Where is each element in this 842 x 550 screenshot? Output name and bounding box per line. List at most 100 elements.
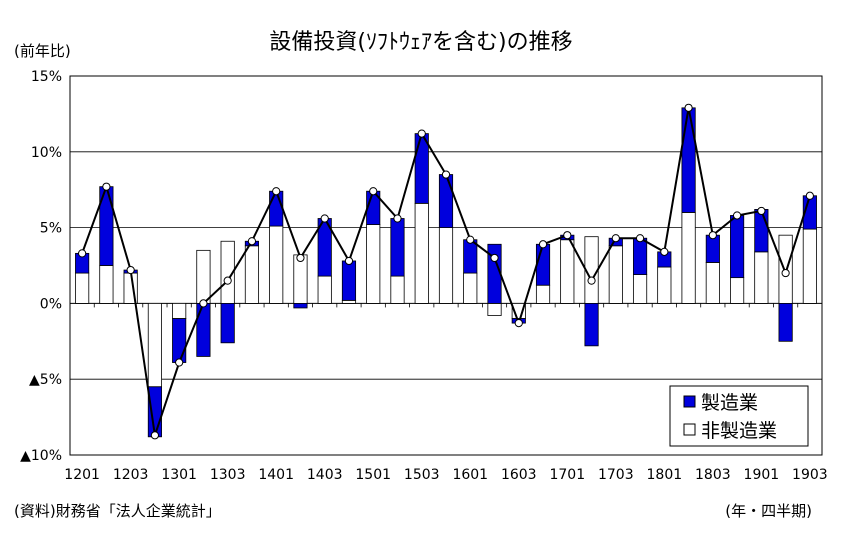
bar-nonmanufacturing	[244, 245, 260, 304]
bar-manufacturing	[438, 174, 454, 228]
bar-nonmanufacturing	[730, 277, 745, 304]
total-point	[126, 265, 135, 275]
bar-manufacturing	[220, 302, 235, 344]
bar-nonmanufacturing	[802, 228, 817, 304]
bar-nonmanufacturing	[754, 251, 769, 304]
bar-manufacturing	[414, 133, 429, 204]
x-axis-unit-label: (年・四半期)	[725, 502, 812, 520]
total-point	[199, 299, 208, 308]
x-tick-label: 1203	[113, 467, 149, 483]
total-point	[587, 276, 596, 285]
source-note: (資料)財務省「法人企業統計」	[14, 502, 221, 520]
total-point	[441, 170, 451, 179]
bar-nonmanufacturing	[681, 212, 696, 304]
bar-nonmanufacturing	[366, 224, 381, 304]
total-point	[490, 253, 499, 263]
total-point	[732, 211, 742, 220]
bar-manufacturing	[632, 237, 648, 275]
y-tick-label: ▲5%	[29, 372, 62, 388]
total-point	[393, 214, 402, 223]
total-point	[175, 358, 184, 367]
bar-manufacturing	[535, 243, 551, 286]
bar-manufacturing	[269, 190, 284, 227]
total-point	[320, 214, 329, 223]
x-tick-label: 1303	[210, 467, 246, 483]
total-point	[369, 187, 378, 196]
bar-nonmanufacturing	[438, 227, 454, 304]
x-tick-label: 1803	[695, 467, 731, 483]
bar-nonmanufacturing	[147, 302, 162, 388]
bar-manufacturing	[730, 215, 745, 279]
total-point	[635, 234, 645, 243]
bar-nonmanufacturing	[317, 275, 332, 304]
bar-manufacturing	[341, 260, 357, 301]
bar-nonmanufacturing	[705, 262, 720, 304]
legend: 製造業 非製造業	[669, 385, 809, 447]
bar-manufacturing	[196, 302, 211, 357]
x-tick-label: 1801	[647, 467, 683, 483]
x-tick-labels: 1201 1203 1301 1303 1401 1403 1501 1503 1601 1603…	[64, 467, 827, 483]
bar-nonmanufacturing	[390, 275, 405, 304]
plot-frame	[69, 75, 823, 456]
total-point	[78, 249, 87, 258]
total-point	[514, 319, 523, 328]
x-tick-label: 1403	[307, 467, 343, 483]
legend-swatch-manufacturing	[683, 395, 696, 408]
total-point	[781, 268, 790, 278]
total-point	[538, 240, 548, 249]
y-tick-label: 15%	[31, 69, 62, 85]
x-tick-label: 1301	[161, 467, 197, 483]
bar-nonmanufacturing	[75, 272, 90, 304]
total-point	[150, 431, 160, 440]
bar-nonmanufacturing	[608, 245, 623, 304]
bar-manufacturing	[172, 318, 187, 363]
y-tick-label: 5%	[40, 221, 62, 237]
x-tick-label: 1601	[452, 467, 488, 483]
bar-nonmanufacturing	[560, 239, 575, 304]
bar-nonmanufacturing	[535, 284, 551, 304]
x-tick-label: 1503	[404, 467, 440, 483]
bar-manufacturing	[584, 302, 599, 347]
total-point	[344, 256, 354, 266]
bar-nonmanufacturing	[269, 225, 284, 304]
x-tick-label: 1201	[64, 467, 100, 483]
total-point	[102, 182, 111, 191]
total-point	[611, 234, 620, 243]
bar-manufacturing	[754, 209, 769, 253]
bar-nonmanufacturing	[293, 254, 308, 304]
x-tick-label: 1501	[355, 467, 391, 483]
x-tick-label: 1903	[792, 467, 828, 483]
chart-title: 設備投資(ｿﾌﾄｳｪｱを含む)の推移	[269, 30, 573, 55]
x-tick-label: 1703	[598, 467, 634, 483]
y-tick-label: ▲10%	[20, 448, 62, 464]
bar-nonmanufacturing	[463, 272, 478, 304]
bar-manufacturing	[293, 302, 308, 309]
bar-manufacturing	[487, 243, 502, 304]
y-tick-label: 0%	[40, 296, 62, 312]
bar-nonmanufacturing	[632, 274, 648, 304]
legend-label-nonmanufacturing: 非製造業	[701, 420, 777, 442]
legend-label-manufacturing: 製造業	[701, 392, 758, 414]
x-tick-label: 1603	[501, 467, 537, 483]
total-point	[708, 231, 717, 240]
total-point	[296, 253, 305, 263]
y-axis-unit-label: (前年比)	[14, 42, 71, 60]
total-point	[223, 276, 232, 285]
bar-nonmanufacturing	[414, 202, 429, 304]
total-line-group	[78, 103, 814, 440]
y-tick-labels: 15% 10% 5% 0% ▲5% ▲10%	[20, 69, 62, 464]
bar-nonmanufacturing	[341, 299, 357, 304]
y-tick-label: 10%	[31, 145, 62, 161]
total-point	[684, 103, 693, 112]
x-tick-label: 1701	[549, 467, 585, 483]
bar-nonmanufacturing	[196, 249, 211, 304]
x-tick-label: 1401	[258, 467, 294, 483]
total-point	[563, 231, 572, 240]
bar-nonmanufacturing	[99, 265, 114, 304]
plot-border	[69, 75, 823, 456]
total-point	[417, 129, 426, 138]
bar-nonmanufacturing	[172, 302, 187, 319]
bar-manufacturing	[681, 107, 696, 213]
x-tick-label: 1901	[744, 467, 780, 483]
